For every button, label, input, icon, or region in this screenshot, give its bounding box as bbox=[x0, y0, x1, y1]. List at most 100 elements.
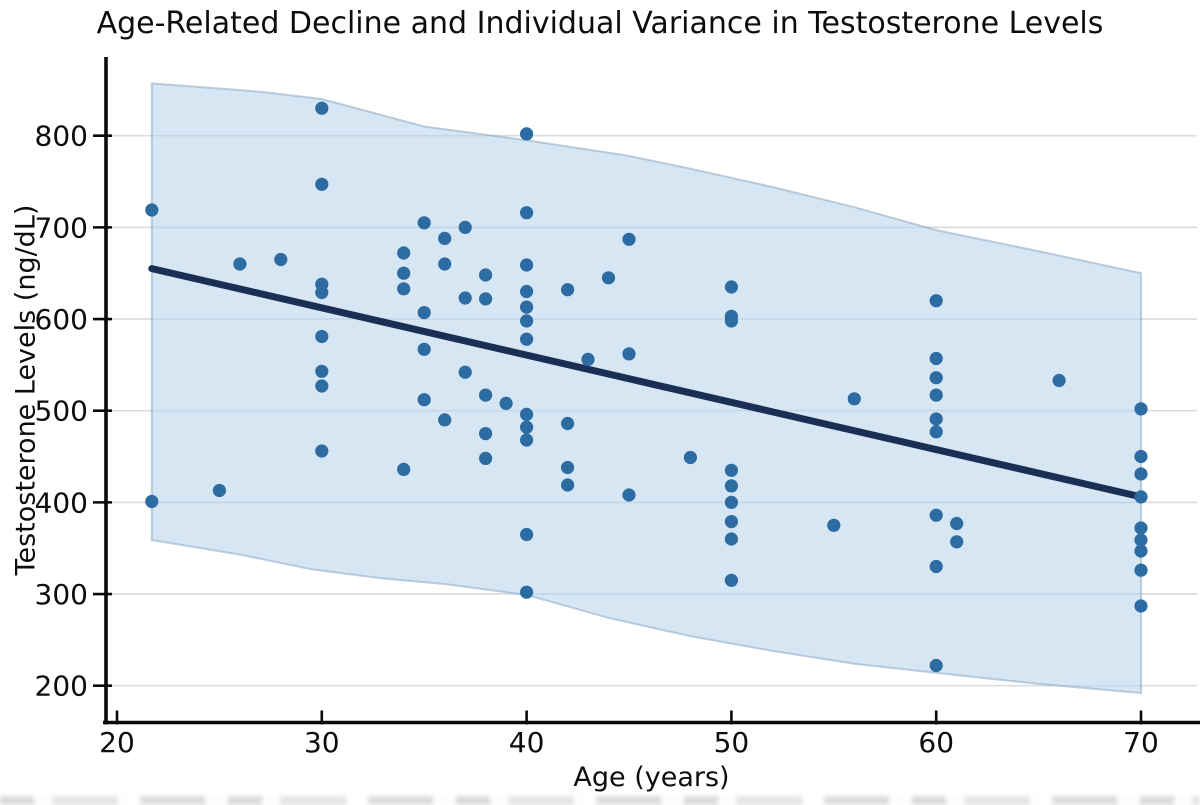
data-point bbox=[520, 585, 534, 599]
data-point bbox=[315, 379, 329, 393]
data-point bbox=[145, 494, 159, 509]
data-point bbox=[724, 495, 739, 509]
y-tick-label-400: 400 bbox=[35, 486, 88, 519]
data-point bbox=[724, 532, 739, 546]
data-point bbox=[315, 285, 329, 300]
data-point bbox=[438, 257, 452, 271]
data-point bbox=[479, 292, 493, 306]
data-point bbox=[417, 306, 431, 320]
data-point bbox=[438, 413, 452, 427]
data-point bbox=[397, 246, 411, 260]
x-tick-label-70: 70 bbox=[1123, 726, 1159, 759]
data-point bbox=[1134, 563, 1148, 577]
data-point bbox=[622, 232, 636, 246]
variance-band bbox=[150, 82, 1142, 695]
data-point bbox=[724, 479, 739, 493]
data-point bbox=[929, 425, 943, 439]
data-point bbox=[315, 444, 329, 458]
data-point bbox=[417, 216, 431, 230]
data-point bbox=[1052, 373, 1066, 388]
data-point bbox=[397, 266, 411, 280]
data-point bbox=[458, 220, 472, 234]
data-point bbox=[479, 427, 493, 441]
data-point bbox=[622, 488, 636, 502]
data-point bbox=[520, 527, 534, 542]
data-point bbox=[561, 283, 575, 297]
data-point bbox=[724, 515, 739, 529]
data-point bbox=[520, 300, 534, 314]
data-point bbox=[929, 388, 943, 402]
data-point bbox=[1134, 402, 1148, 416]
x-tick-label-50: 50 bbox=[714, 726, 750, 759]
data-point bbox=[458, 365, 472, 379]
data-point bbox=[724, 463, 739, 477]
data-point bbox=[683, 450, 698, 465]
data-point bbox=[212, 483, 226, 498]
data-point bbox=[397, 462, 411, 476]
data-point bbox=[724, 280, 739, 294]
bottom-edge-artifact bbox=[0, 796, 1200, 805]
data-point bbox=[458, 291, 472, 305]
data-point bbox=[520, 332, 534, 346]
x-tick-label-60: 60 bbox=[918, 726, 954, 759]
y-tick-label-700: 700 bbox=[35, 211, 88, 244]
data-point bbox=[1134, 467, 1148, 481]
data-point bbox=[601, 271, 616, 285]
chart-title: Age-Related Decline and Individual Varia… bbox=[96, 6, 1104, 41]
data-point bbox=[145, 203, 159, 217]
data-point bbox=[827, 518, 841, 532]
trend-line bbox=[148, 265, 1145, 501]
data-point bbox=[479, 268, 493, 282]
y-tick-label-500: 500 bbox=[35, 395, 88, 428]
data-point bbox=[929, 294, 943, 308]
data-point bbox=[233, 257, 247, 271]
data-point bbox=[929, 351, 943, 366]
data-point bbox=[397, 282, 411, 296]
data-point bbox=[929, 412, 943, 426]
data-point bbox=[929, 559, 943, 574]
data-point bbox=[417, 342, 431, 356]
data-point bbox=[520, 407, 534, 421]
x-tick-label-30: 30 bbox=[304, 726, 340, 759]
data-point bbox=[1134, 449, 1148, 464]
y-tick-label-600: 600 bbox=[35, 303, 88, 336]
data-point bbox=[1134, 544, 1148, 558]
data-point bbox=[847, 392, 861, 406]
x-axis-label: Age (years) bbox=[573, 762, 730, 793]
data-point bbox=[561, 416, 575, 431]
data-point bbox=[1134, 490, 1148, 504]
y-tick-label-200: 200 bbox=[35, 670, 88, 703]
data-point bbox=[581, 352, 595, 366]
data-point bbox=[417, 393, 431, 407]
data-point bbox=[929, 658, 943, 673]
data-point bbox=[1134, 599, 1148, 613]
y-tick-label-800: 800 bbox=[35, 120, 88, 153]
data-point bbox=[950, 516, 964, 531]
data-point bbox=[315, 101, 329, 115]
data-point bbox=[479, 451, 493, 465]
data-point bbox=[929, 508, 943, 522]
data-point bbox=[274, 252, 288, 267]
data-point bbox=[520, 284, 534, 299]
data-point bbox=[724, 314, 739, 328]
data-point bbox=[622, 347, 636, 361]
data-point bbox=[1134, 521, 1148, 535]
y-tick-label-300: 300 bbox=[35, 578, 88, 611]
data-point bbox=[1134, 533, 1148, 547]
data-point bbox=[438, 231, 452, 245]
data-point bbox=[950, 535, 964, 549]
x-tick-label-40: 40 bbox=[509, 726, 545, 759]
data-point bbox=[315, 177, 329, 191]
data-point bbox=[520, 433, 534, 447]
data-point bbox=[499, 396, 513, 410]
data-point bbox=[479, 388, 493, 402]
data-point bbox=[561, 478, 575, 492]
data-point bbox=[561, 460, 575, 475]
x-tick-label-20: 20 bbox=[99, 726, 135, 759]
data-point bbox=[315, 329, 329, 344]
data-point bbox=[520, 314, 534, 328]
data-point bbox=[520, 127, 534, 141]
y-axis-label: Testosterone Levels (ng/dL) bbox=[10, 204, 42, 576]
